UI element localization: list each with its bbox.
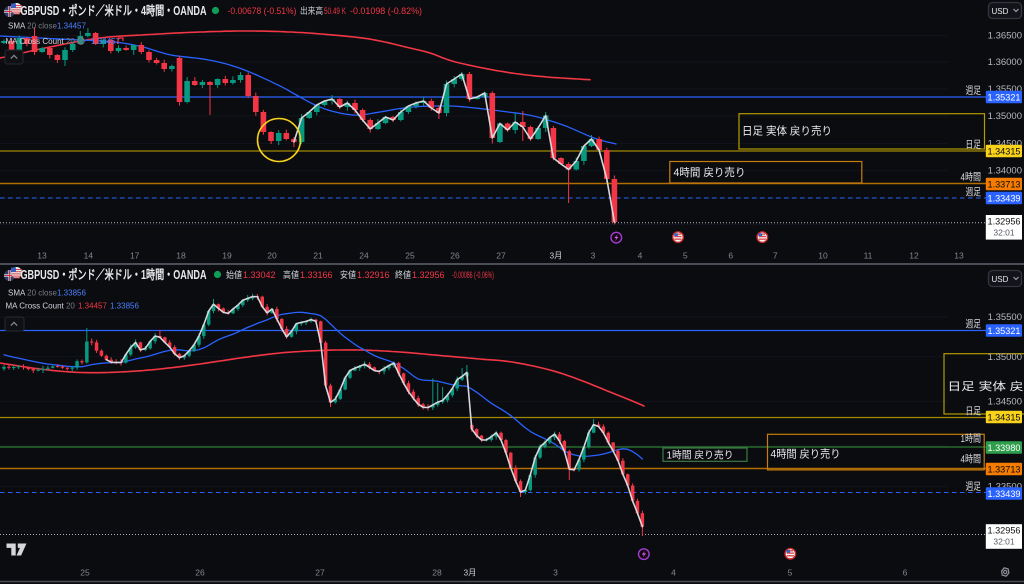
svg-text:1.35500: 1.35500 — [988, 312, 1022, 323]
svg-text:1.34500: 1.34500 — [988, 139, 1022, 150]
svg-text:1.34315: 1.34315 — [988, 146, 1021, 156]
svg-text:1.33856: 1.33856 — [57, 289, 86, 298]
svg-text:1.36500: 1.36500 — [988, 31, 1022, 42]
svg-text:32:01: 32:01 — [993, 227, 1015, 237]
svg-text:24: 24 — [359, 251, 369, 261]
svg-text:4時間: 4時間 — [961, 172, 982, 184]
svg-text:1.35321: 1.35321 — [988, 326, 1021, 336]
svg-text:1.34457: 1.34457 — [57, 22, 86, 31]
svg-text:始値: 始値 — [226, 269, 242, 280]
svg-text:32:01: 32:01 — [993, 537, 1015, 547]
svg-text:1.35500: 1.35500 — [988, 84, 1022, 95]
svg-text:1.34457: 1.34457 — [91, 37, 120, 46]
svg-text:USD: USD — [992, 7, 1009, 16]
svg-text:1.33856: 1.33856 — [110, 302, 139, 311]
svg-text:1.33500: 1.33500 — [988, 482, 1022, 493]
svg-text:3月: 3月 — [550, 251, 563, 261]
svg-text:日足 実体 戻: 日足 実体 戻 — [948, 379, 1024, 393]
svg-text:13: 13 — [954, 251, 964, 261]
svg-text:6: 6 — [728, 251, 733, 261]
svg-text:1.33042: 1.33042 — [243, 270, 276, 280]
svg-text:3: 3 — [591, 251, 596, 261]
svg-text:GBPUSD・ポンド／米ドル・1時間・OANDA: GBPUSD・ポンド／米ドル・1時間・OANDA — [21, 267, 207, 282]
svg-text:1.35321: 1.35321 — [988, 92, 1021, 102]
svg-text:1.35000: 1.35000 — [988, 352, 1022, 363]
svg-text:1.36000: 1.36000 — [988, 57, 1022, 68]
svg-text:1時間: 1時間 — [961, 433, 982, 445]
svg-text:MA Cross Count 20: MA Cross Count 20 — [6, 302, 76, 311]
svg-text:1.35000: 1.35000 — [988, 111, 1022, 122]
svg-text:3: 3 — [553, 568, 558, 578]
svg-text:3月: 3月 — [464, 568, 477, 578]
svg-text:週足: 週足 — [966, 187, 982, 199]
svg-text:10: 10 — [818, 251, 828, 261]
svg-text:-0.00678 (-0.51%): -0.00678 (-0.51%) — [228, 6, 297, 16]
svg-text:4時間 戻り売り: 4時間 戻り売り — [674, 166, 746, 179]
svg-text:50.49 K: 50.49 K — [324, 6, 346, 16]
svg-text:1.32956: 1.32956 — [412, 270, 445, 280]
svg-text:1.32956: 1.32956 — [988, 216, 1021, 226]
svg-text:日足 実体 戻り売り: 日足 実体 戻り売り — [742, 124, 832, 138]
svg-text:5: 5 — [788, 568, 793, 578]
svg-text:1.33713: 1.33713 — [988, 464, 1021, 474]
svg-text:14: 14 — [84, 251, 94, 261]
svg-text:週足: 週足 — [966, 481, 982, 493]
svg-text:安値: 安値 — [340, 269, 356, 280]
svg-text:4時間: 4時間 — [961, 454, 982, 466]
svg-text:日足: 日足 — [966, 139, 982, 151]
svg-text:MA Cross Count 20: MA Cross Count 20 — [6, 37, 76, 46]
svg-text:25: 25 — [80, 568, 90, 578]
svg-text:26: 26 — [450, 251, 460, 261]
svg-text:4: 4 — [638, 251, 643, 261]
svg-text:日足: 日足 — [966, 406, 982, 418]
svg-text:終値: 終値 — [395, 269, 411, 280]
svg-text:1.33713: 1.33713 — [988, 179, 1021, 189]
svg-text:18: 18 — [176, 251, 186, 261]
svg-text:4: 4 — [671, 568, 676, 578]
svg-text:5: 5 — [683, 251, 688, 261]
svg-text:28: 28 — [432, 568, 442, 578]
svg-text:1.34315: 1.34315 — [988, 412, 1021, 422]
svg-text:-0.00086 (-0.06%): -0.00086 (-0.06%) — [452, 270, 494, 280]
svg-text:21: 21 — [313, 251, 323, 261]
svg-text:週足: 週足 — [966, 85, 982, 97]
svg-text:4時間 戻り売り: 4時間 戻り売り — [771, 448, 841, 461]
svg-text:出来高: 出来高 — [300, 5, 323, 16]
svg-text:高値: 高値 — [283, 269, 299, 280]
svg-text:19: 19 — [222, 251, 232, 261]
svg-text:17: 17 — [130, 251, 140, 261]
svg-text:7: 7 — [773, 251, 778, 261]
svg-text:USD: USD — [992, 275, 1009, 284]
svg-text:27: 27 — [315, 568, 325, 578]
svg-text:1.32916: 1.32916 — [357, 270, 390, 280]
svg-text:1.34457: 1.34457 — [78, 302, 107, 311]
svg-text:12: 12 — [909, 251, 919, 261]
svg-text:GBPUSD・ポンド／米ドル・4時間・OANDA: GBPUSD・ポンド／米ドル・4時間・OANDA — [21, 3, 207, 18]
svg-text:1.33439: 1.33439 — [988, 489, 1021, 499]
svg-text:1.33166: 1.33166 — [300, 270, 333, 280]
svg-text:11: 11 — [864, 251, 873, 261]
svg-text:1.33439: 1.33439 — [988, 193, 1021, 203]
svg-text:-0.01098 (-0.82%): -0.01098 (-0.82%) — [350, 6, 422, 16]
svg-text:1.32956: 1.32956 — [988, 526, 1021, 536]
svg-text:20: 20 — [267, 251, 277, 261]
svg-text:1.33980: 1.33980 — [988, 443, 1021, 453]
svg-text:27: 27 — [496, 251, 506, 261]
svg-text:週足: 週足 — [966, 319, 982, 331]
svg-text:26: 26 — [195, 568, 205, 578]
svg-text:1時間 戻り売り: 1時間 戻り売り — [667, 449, 734, 462]
svg-text:1.34000: 1.34000 — [988, 166, 1022, 177]
svg-text:SMA 20 close: SMA 20 close — [8, 289, 57, 298]
svg-text:25: 25 — [405, 251, 415, 261]
svg-text:1.34500: 1.34500 — [988, 397, 1022, 408]
svg-text:SMA 20 close: SMA 20 close — [8, 22, 57, 31]
svg-text:6: 6 — [903, 568, 908, 578]
svg-text:13: 13 — [37, 251, 47, 261]
